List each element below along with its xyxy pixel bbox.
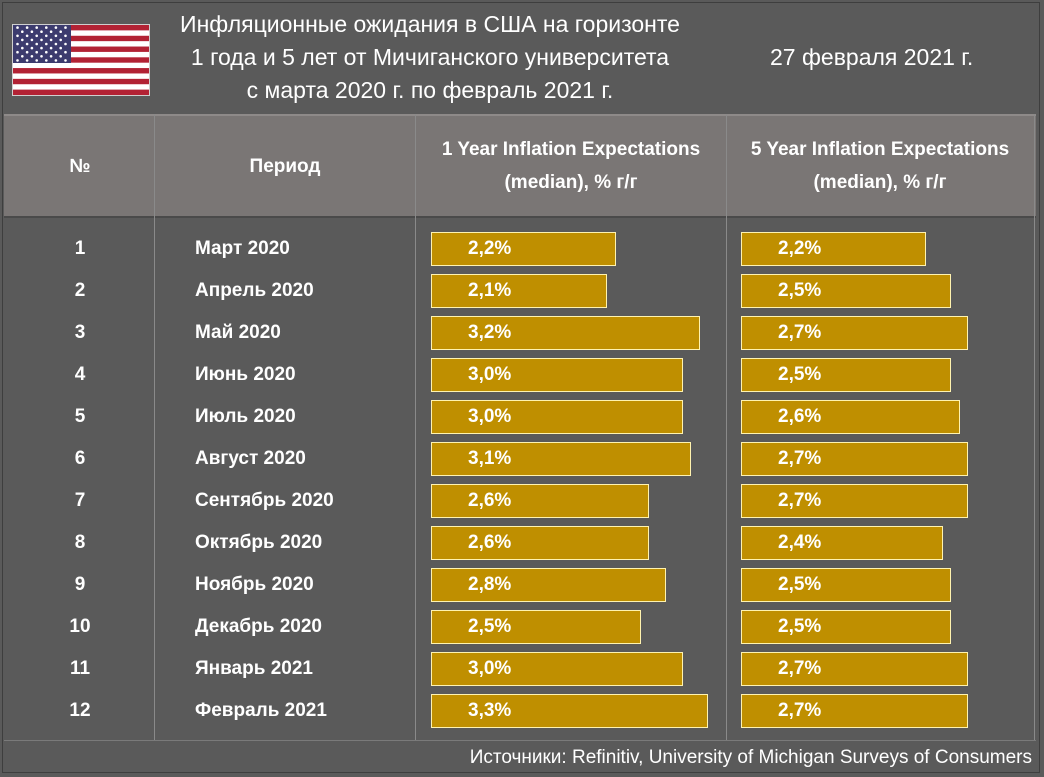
row-period: Февраль 2021: [195, 700, 327, 721]
bar-one-year: 2,6%: [431, 484, 649, 518]
bar-five-year: 2,7%: [741, 316, 968, 350]
row-period: Апрель 2020: [195, 280, 314, 301]
row-period: Июль 2020: [195, 406, 296, 427]
row-number: 10: [69, 616, 91, 637]
report-date: 27 февраля 2021 г.: [770, 44, 974, 70]
row-period: Июнь 2020: [195, 364, 296, 385]
row-period: Август 2020: [195, 448, 306, 469]
row-period: Ноябрь 2020: [195, 574, 314, 595]
bar-one-year: 3,2%: [431, 316, 700, 350]
bar-five-year: 2,5%: [741, 568, 951, 602]
header-num: №: [69, 155, 91, 177]
bar-one-year: 2,1%: [431, 274, 607, 308]
bar-five-year: 2,4%: [741, 526, 943, 560]
row-number: 5: [74, 406, 86, 427]
bar-one-year: 3,1%: [431, 442, 691, 476]
column-divider: [154, 114, 155, 740]
column-divider: [415, 114, 416, 740]
title-line-1: Инфляционные ожидания в США на горизонте: [180, 11, 680, 37]
header-five-year-line-1: 5 Year Inflation Expectations: [750, 139, 1010, 160]
table-row: 4 Июнь 2020 3,0% 2,5%: [0, 354, 1044, 396]
table-row: 9 Ноябрь 2020 2,8% 2,5%: [0, 564, 1044, 606]
us-flag-icon: [12, 24, 150, 96]
row-period: Май 2020: [195, 322, 281, 343]
header-one-year-line-2: (median), % г/г: [504, 172, 638, 193]
bar-one-year: 3,0%: [431, 358, 683, 392]
row-period: Октябрь 2020: [195, 532, 323, 553]
table-row: 3 Май 2020 3,2% 2,7%: [0, 312, 1044, 354]
bar-five-year: 2,7%: [741, 694, 968, 728]
row-period: Январь 2021: [195, 658, 313, 679]
bar-one-year: 3,0%: [431, 652, 683, 686]
row-number: 1: [74, 238, 86, 259]
row-number: 11: [69, 658, 91, 679]
row-period: Март 2020: [195, 238, 290, 259]
table-row: 12 Февраль 2021 3,3% 2,7%: [0, 690, 1044, 732]
bar-five-year: 2,5%: [741, 610, 951, 644]
table-row: 7 Сентябрь 2020 2,6% 2,7%: [0, 480, 1044, 522]
table-row: 1 Март 2020 2,2% 2,2%: [0, 228, 1044, 270]
row-period: Декабрь 2020: [195, 616, 322, 637]
header-one-year-line-1: 1 Year Inflation Expectations: [441, 139, 701, 160]
header-five-year-line-2: (median), % г/г: [813, 172, 947, 193]
column-divider: [1034, 114, 1035, 740]
bar-one-year: 3,0%: [431, 400, 683, 434]
table-row: 6 Август 2020 3,1% 2,7%: [0, 438, 1044, 480]
bar-five-year: 2,5%: [741, 274, 951, 308]
bar-five-year: 2,7%: [741, 484, 968, 518]
bar-one-year: 2,5%: [431, 610, 641, 644]
row-number: 12: [69, 700, 91, 721]
bar-one-year: 2,8%: [431, 568, 666, 602]
row-number: 3: [74, 322, 86, 343]
row-number: 4: [74, 364, 86, 385]
table-row: 2 Апрель 2020 2,1% 2,5%: [0, 270, 1044, 312]
table-row: 11 Январь 2021 3,0% 2,7%: [0, 648, 1044, 690]
row-number: 7: [74, 490, 86, 511]
table-row: 5 Июль 2020 3,0% 2,6%: [0, 396, 1044, 438]
title-line-2: 1 года и 5 лет от Мичиганского университ…: [190, 44, 670, 70]
row-number: 9: [74, 574, 86, 595]
bar-five-year: 2,5%: [741, 358, 951, 392]
source-note: Источники: Refinitiv, University of Mich…: [469, 747, 1032, 768]
header-period: Период: [249, 155, 321, 177]
bar-five-year: 2,7%: [741, 652, 968, 686]
header-five-year: 5 Year Inflation Expectations (median), …: [727, 116, 1033, 216]
footer-divider: [4, 740, 1036, 741]
table-header: № Период 1 Year Inflation Expectations (…: [4, 114, 1036, 218]
bar-one-year: 2,2%: [431, 232, 616, 266]
title-line-3: с марта 2020 г. по февраль 2021 г.: [246, 77, 614, 103]
chart-title: Инфляционные ожидания в США на горизонте…: [150, 8, 710, 107]
bar-one-year: 2,6%: [431, 526, 649, 560]
row-period: Сентябрь 2020: [195, 490, 334, 511]
column-divider: [726, 114, 727, 740]
bar-one-year: 3,3%: [431, 694, 708, 728]
row-number: 2: [74, 280, 86, 301]
row-number: 8: [74, 532, 86, 553]
table-row: 8 Октябрь 2020 2,6% 2,4%: [0, 522, 1044, 564]
bar-five-year: 2,6%: [741, 400, 960, 434]
table-row: 10 Декабрь 2020 2,5% 2,5%: [0, 606, 1044, 648]
bar-five-year: 2,7%: [741, 442, 968, 476]
bar-five-year: 2,2%: [741, 232, 926, 266]
header-one-year: 1 Year Inflation Expectations (median), …: [416, 116, 726, 216]
row-number: 6: [74, 448, 86, 469]
